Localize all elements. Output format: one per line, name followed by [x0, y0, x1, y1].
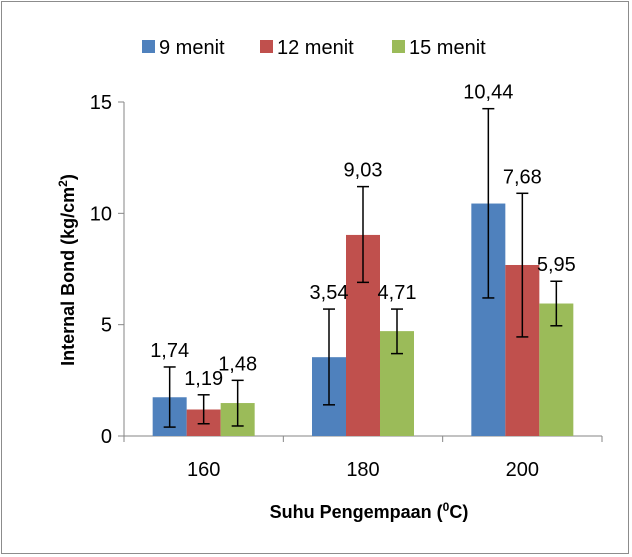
data-label: 1,19	[184, 368, 223, 390]
legend-label: 9 menit	[159, 37, 225, 59]
x-tick-label: 200	[506, 459, 539, 481]
x-tick-label: 160	[187, 459, 220, 481]
legend-label: 15 menit	[409, 37, 486, 59]
data-labels: 1,74 1,191,48 3,54 9,03 4,71 10,44 7,68 5,95	[150, 82, 576, 390]
y-axis-title: Internal Bond (kg/cm2)	[56, 174, 78, 366]
data-label: 1,48	[218, 353, 257, 375]
data-label: 9,03	[344, 160, 383, 182]
y-tick-label: 5	[101, 315, 112, 337]
data-label: 3,54	[310, 282, 349, 304]
legend: 9 menit 12 menit 15 menit	[142, 37, 486, 59]
data-label: 1,74	[150, 340, 189, 362]
legend-swatch	[260, 40, 273, 53]
y-tick-label: 10	[90, 203, 112, 225]
y-tick-label: 0	[101, 426, 112, 448]
data-label: 5,95	[537, 254, 576, 276]
x-axis-title: Suhu Pengempaan (0C)	[270, 500, 469, 522]
legend-swatch	[142, 40, 155, 53]
data-label: 4,71	[378, 282, 417, 304]
data-label: 10,44	[463, 82, 513, 104]
legend-label: 12 menit	[277, 37, 354, 59]
legend-swatch	[392, 40, 405, 53]
y-tick-label: 15	[90, 92, 112, 114]
y-axis: 0 5 10 15	[90, 92, 125, 448]
data-label: 7,68	[503, 166, 542, 188]
error-bars	[163, 107, 563, 428]
x-tick-label: 180	[346, 459, 379, 481]
x-axis: 160 180 200	[123, 435, 603, 481]
